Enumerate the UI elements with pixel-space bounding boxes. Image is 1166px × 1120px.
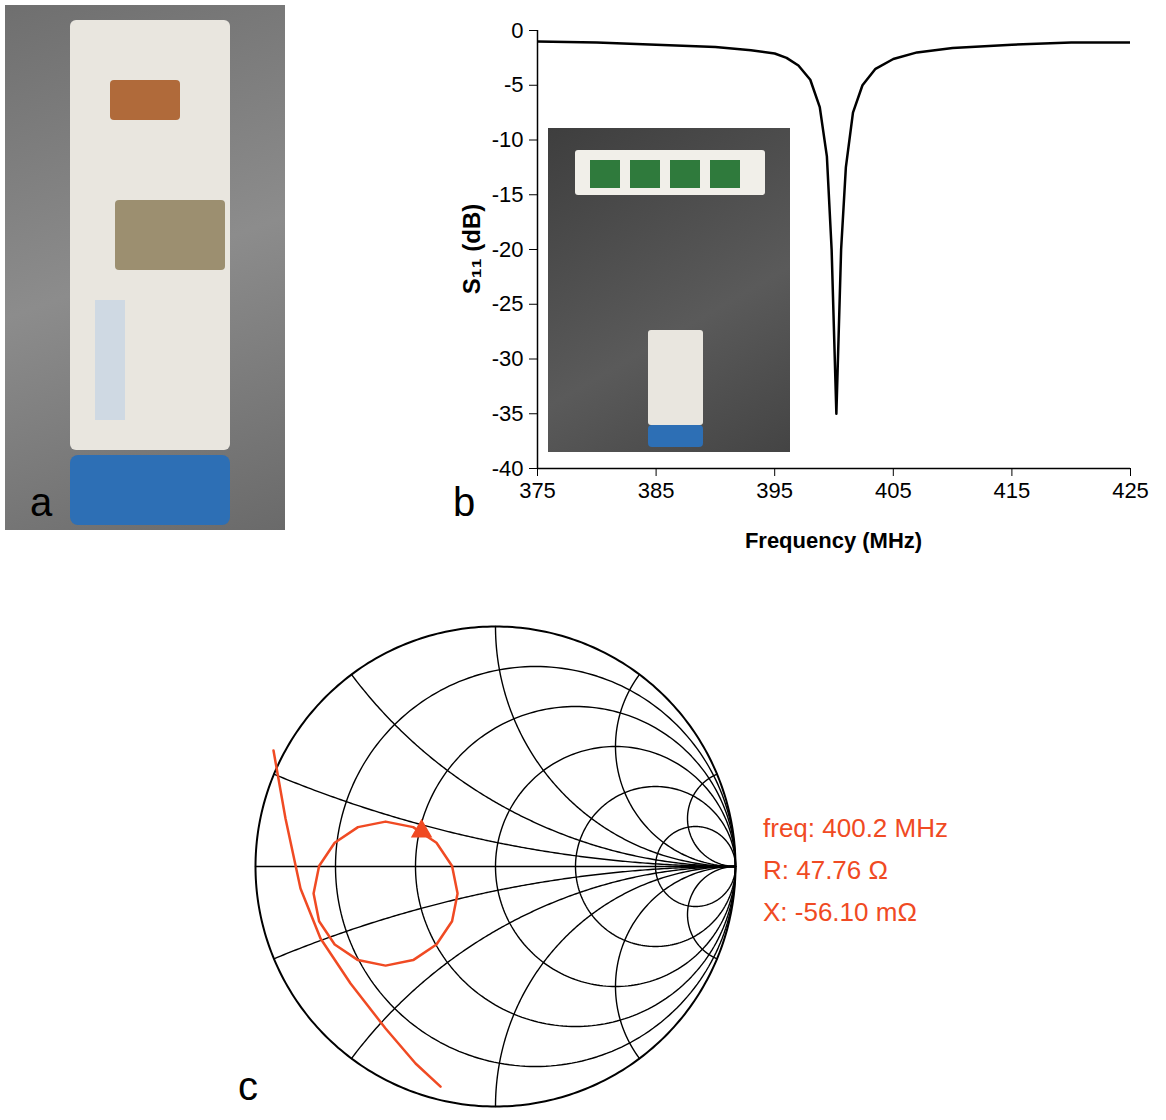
svg-text:405: 405 (875, 478, 912, 503)
html-text:Frequency (MHz): Frequency (MHz) (744, 528, 923, 553)
svg-text:395: 395 (756, 478, 793, 503)
html-text:c: c (238, 1064, 258, 1108)
html-text:a: a (30, 480, 53, 524)
html-text:freq: 400.2 MHz: freq: 400.2 MHz (763, 813, 948, 843)
html-text:X: -56.10 mΩ: X: -56.10 mΩ (763, 897, 917, 927)
svg-text:-5: -5 (504, 72, 524, 97)
svg-text:385: 385 (638, 478, 675, 503)
svg-text:-35: -35 (492, 401, 524, 426)
svg-text:-40: -40 (492, 456, 524, 481)
svg-text:-25: -25 (492, 291, 524, 316)
html-text:S₁₁ (dB): S₁₁ (dB) (458, 203, 485, 295)
svg-text:-20: -20 (492, 237, 524, 262)
svg-text:0: 0 (511, 18, 523, 43)
svg-text:-15: -15 (492, 182, 524, 207)
html-text:R: 47.76 Ω: R: 47.76 Ω (763, 855, 888, 885)
svg-text:-30: -30 (492, 346, 524, 371)
svg-text:375: 375 (519, 478, 556, 503)
svg-text:415: 415 (994, 478, 1031, 503)
svg-text:425: 425 (1112, 478, 1149, 503)
html-text:b: b (453, 480, 476, 524)
svg-text:-10: -10 (492, 127, 524, 152)
